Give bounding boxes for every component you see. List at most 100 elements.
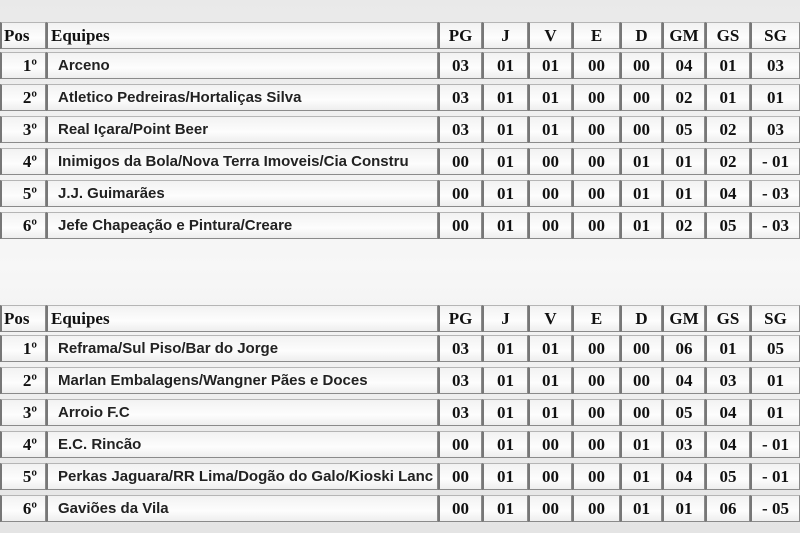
table-row: 5º J.J. Guimarães 00 01 00 00 01 01 04- 03 <box>0 180 800 209</box>
cell-pg: 03 <box>438 116 482 143</box>
cell-e: 00 <box>572 367 620 394</box>
cell-team: Inimigos da Bola/Nova Terra Imoveis/Cia … <box>46 148 438 175</box>
cell-sg: - 05 <box>750 495 800 522</box>
cell-sg: 01 <box>750 367 800 394</box>
cell-j: 01 <box>482 463 528 490</box>
cell-d: 01 <box>620 495 662 522</box>
cell-gs: 01 <box>705 84 750 111</box>
cell-pos: 5º <box>0 180 46 207</box>
cell-team: Real Içara/Point Beer <box>46 116 438 143</box>
cell-v: 00 <box>528 431 572 458</box>
table-row: 3º Real Içara/Point Beer 03 01 01 00 00 05 02 03 <box>0 116 800 145</box>
header-e: E <box>572 305 620 332</box>
cell-j: 01 <box>482 367 528 394</box>
cell-pg: 00 <box>438 148 482 175</box>
header-v: V <box>528 22 572 49</box>
table-row: 6º Jefe Chapeação e Pintura/Creare 00 01 00 0… <box>0 212 800 241</box>
cell-pg: 00 <box>438 212 482 239</box>
cell-sg: 05 <box>750 335 800 362</box>
cell-gm: 03 <box>662 431 705 458</box>
cell-gs: 04 <box>705 431 750 458</box>
header-row: Pos Equipes PG J V E D GM GS SG <box>0 305 800 334</box>
cell-e: 00 <box>572 212 620 239</box>
cell-pg: 00 <box>438 431 482 458</box>
cell-v: 00 <box>528 495 572 522</box>
cell-e: 00 <box>572 180 620 207</box>
cell-d: 00 <box>620 399 662 426</box>
cell-pg: 03 <box>438 84 482 111</box>
cell-pos: 3º <box>0 116 46 143</box>
header-gm: GM <box>662 305 705 332</box>
table-row: 4º E.C. Rincão 00 01 00 00 01 03 04- 01 <box>0 431 800 460</box>
cell-v: 00 <box>528 463 572 490</box>
cell-d: 00 <box>620 52 662 79</box>
header-d: D <box>620 305 662 332</box>
cell-d: 00 <box>620 335 662 362</box>
cell-pos: 2º <box>0 367 46 394</box>
cell-pos: 6º <box>0 495 46 522</box>
cell-gm: 02 <box>662 84 705 111</box>
cell-team: Atletico Pedreiras/Hortaliças Silva <box>46 84 438 111</box>
cell-j: 01 <box>482 84 528 111</box>
cell-pos: 6º <box>0 212 46 239</box>
cell-pg: 00 <box>438 463 482 490</box>
cell-v: 00 <box>528 148 572 175</box>
cell-pg: 03 <box>438 335 482 362</box>
cell-pos: 5º <box>0 463 46 490</box>
header-sg: SG <box>750 305 800 332</box>
cell-j: 01 <box>482 431 528 458</box>
cell-gs: 01 <box>705 335 750 362</box>
cell-pg: 03 <box>438 399 482 426</box>
cell-pg: 03 <box>438 367 482 394</box>
cell-gs: 04 <box>705 399 750 426</box>
cell-sg: 01 <box>750 399 800 426</box>
cell-j: 01 <box>482 399 528 426</box>
cell-v: 00 <box>528 212 572 239</box>
cell-d: 01 <box>620 212 662 239</box>
cell-team: Arceno <box>46 52 438 79</box>
cell-gm: 05 <box>662 116 705 143</box>
cell-pos: 1º <box>0 52 46 79</box>
cell-pg: 03 <box>438 52 482 79</box>
cell-j: 01 <box>482 148 528 175</box>
cell-e: 00 <box>572 431 620 458</box>
cell-gm: 01 <box>662 148 705 175</box>
cell-d: 01 <box>620 431 662 458</box>
cell-d: 00 <box>620 84 662 111</box>
cell-j: 01 <box>482 52 528 79</box>
header-d: D <box>620 22 662 49</box>
header-v: V <box>528 305 572 332</box>
cell-sg: 03 <box>750 52 800 79</box>
cell-j: 01 <box>482 495 528 522</box>
cell-team: Arroio F.C <box>46 399 438 426</box>
header-gm: GM <box>662 22 705 49</box>
cell-team: J.J. Guimarães <box>46 180 438 207</box>
cell-pos: 2º <box>0 84 46 111</box>
cell-team: Jefe Chapeação e Pintura/Creare <box>46 212 438 239</box>
table-row: 2º Marlan Embalagens/Wangner Pães e Doces… <box>0 367 800 396</box>
cell-pg: 00 <box>438 495 482 522</box>
cell-gs: 02 <box>705 148 750 175</box>
cell-sg: - 01 <box>750 431 800 458</box>
cell-v: 01 <box>528 84 572 111</box>
cell-v: 01 <box>528 399 572 426</box>
header-row: Pos Equipes PG J V E D GM GS SG <box>0 22 800 51</box>
cell-d: 01 <box>620 463 662 490</box>
header-j: J <box>482 22 528 49</box>
cell-e: 00 <box>572 495 620 522</box>
cell-gs: 05 <box>705 463 750 490</box>
cell-j: 01 <box>482 116 528 143</box>
cell-d: 01 <box>620 148 662 175</box>
cell-e: 00 <box>572 463 620 490</box>
cell-pos: 4º <box>0 431 46 458</box>
header-team: Equipes <box>46 22 438 49</box>
header-e: E <box>572 22 620 49</box>
cell-sg: 01 <box>750 84 800 111</box>
cell-pg: 00 <box>438 180 482 207</box>
cell-team: Marlan Embalagens/Wangner Pães e Doces <box>46 367 438 394</box>
cell-pos: 1º <box>0 335 46 362</box>
cell-e: 00 <box>572 335 620 362</box>
header-j: J <box>482 305 528 332</box>
table-row: 1º Arceno 03 01 01 00 00 04 01 03 <box>0 52 800 81</box>
cell-d: 00 <box>620 367 662 394</box>
